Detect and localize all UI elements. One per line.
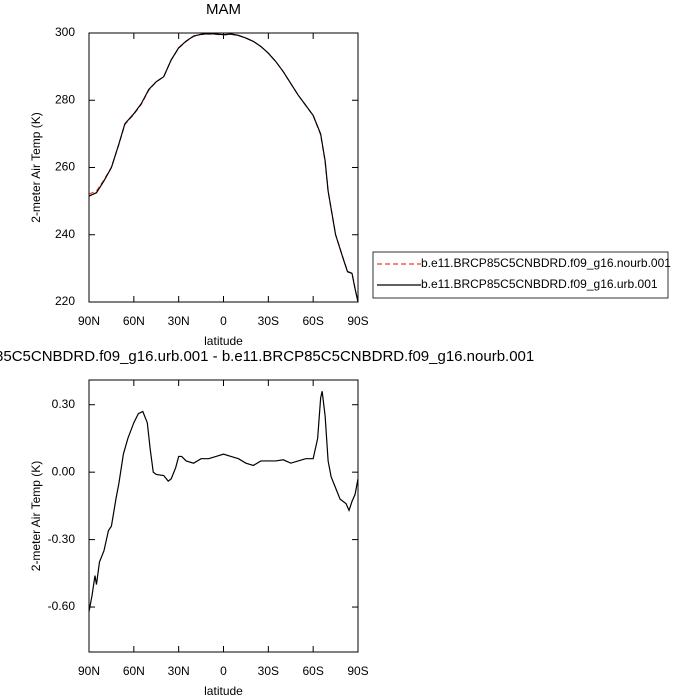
chart-title: MAM <box>206 1 241 18</box>
x-tick-label: 30N <box>168 664 190 678</box>
y-tick-label: -0.60 <box>48 599 76 613</box>
x-axis-label: latitude <box>204 684 243 698</box>
x-axis-label: latitude <box>204 334 243 348</box>
x-tick-label: 30N <box>168 314 190 328</box>
data-line <box>88 33 359 303</box>
data-line <box>88 33 359 303</box>
plot-frame <box>88 379 359 653</box>
legend-label: b.e11.BRCP85C5CNBDRD.f09_g16.nourb.001 <box>421 256 671 270</box>
y-axis-label: 2-meter Air Temp (K) <box>29 112 43 222</box>
plot-frame <box>88 32 359 303</box>
y-tick-label: 0.00 <box>52 464 76 478</box>
x-tick-label: 30S <box>258 314 279 328</box>
x-tick-label: 0 <box>220 314 227 328</box>
y-axis-label: 2-meter Air Temp (K) <box>29 461 43 571</box>
y-tick-label: 260 <box>55 160 75 174</box>
y-tick-label: -0.30 <box>48 532 76 546</box>
chart-title: b.e11.BRCP85C5CNBDRD.f09_g16.urb.001 - b… <box>0 348 534 365</box>
legend-label: b.e11.BRCP85C5CNBDRD.f09_g16.urb.001 <box>421 277 658 291</box>
x-tick-label: 90N <box>78 664 100 678</box>
y-tick-label: 220 <box>55 294 75 308</box>
x-tick-label: 90N <box>78 314 100 328</box>
x-tick-label: 30S <box>258 664 279 678</box>
legend-box <box>372 251 669 299</box>
y-tick-label: 280 <box>55 92 75 106</box>
x-tick-label: 90S <box>347 664 368 678</box>
x-tick-label: 60S <box>302 664 323 678</box>
y-tick-label: 240 <box>55 227 75 241</box>
x-tick-label: 90S <box>347 314 368 328</box>
data-line <box>88 391 359 612</box>
x-tick-label: 60N <box>123 664 145 678</box>
x-tick-label: 0 <box>220 664 227 678</box>
y-tick-label: 300 <box>55 25 75 39</box>
y-tick-label: 0.30 <box>52 397 76 411</box>
x-tick-label: 60S <box>302 314 323 328</box>
x-tick-label: 60N <box>123 314 145 328</box>
